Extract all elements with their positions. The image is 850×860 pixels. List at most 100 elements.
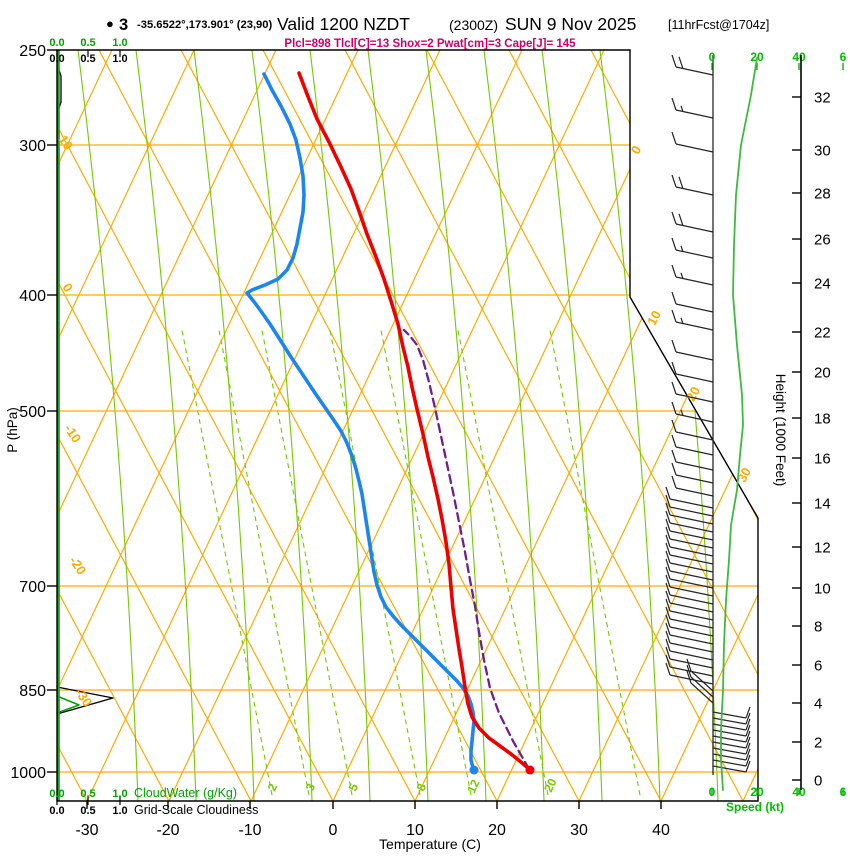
grid-line (665, 582, 671, 596)
grid-line (671, 211, 677, 225)
grid-line (669, 530, 714, 541)
pressure-tick-label: 500 (19, 404, 46, 421)
cloudiness-scale-top-2: 1.0 (112, 53, 127, 65)
grid-line (678, 56, 684, 69)
forecast-hour-label: [11hrFcst@1704z] (668, 18, 769, 32)
speed-tick-top: 40 (792, 50, 806, 64)
height-tick-label: 12 (814, 540, 831, 557)
wind-speed-profile (720, 57, 758, 791)
grid-line (669, 642, 714, 653)
height-tick-label: 8 (814, 619, 822, 636)
grid-line (712, 765, 747, 773)
grid-line (669, 650, 714, 661)
grid-line (712, 759, 747, 767)
height-tick-label: 2 (814, 735, 822, 752)
parcel-path (402, 328, 531, 771)
grid-line (712, 747, 747, 755)
grid-line (669, 634, 714, 645)
grid-line (675, 351, 714, 361)
grid-line (669, 658, 714, 669)
grid-line (678, 176, 684, 189)
mixing-ratio-label: 5 (346, 781, 362, 793)
grid-line (675, 446, 714, 456)
cloudwater-caption: CloudWater (g/Kg) (134, 786, 237, 800)
station-id: 3 (119, 16, 128, 34)
grid-line (665, 606, 671, 620)
grid-line (680, 272, 684, 279)
grid-line (665, 622, 671, 636)
grid-line (665, 598, 671, 612)
grid-line (675, 373, 714, 383)
grid-line (745, 718, 751, 731)
pressure-tick-label: 1000 (10, 765, 46, 782)
grid-line (332, 50, 687, 801)
wind-barbs (665, 54, 751, 773)
grid-line (675, 186, 714, 196)
height-axis-title: Height (1000 Feet) (773, 374, 788, 487)
temperature-tick-label: -30 (75, 822, 98, 839)
grid-line (414, 50, 758, 801)
cloudwater-scale-top-0: 0.0 (49, 37, 64, 49)
speed-tick-bottom: 0 (709, 785, 716, 799)
grid-line (680, 317, 684, 324)
grid-line (712, 711, 747, 719)
grid-line (712, 723, 747, 731)
grid-line (57, 50, 334, 801)
moist-adiabat (367, 50, 429, 801)
height-tick-label: 28 (814, 186, 831, 203)
grid-line (675, 109, 714, 119)
isotherm-label: 10 (644, 308, 664, 328)
grid-line (665, 638, 671, 652)
grid-line (690, 670, 714, 692)
cloudiness-scale-bot-1: 0.5 (80, 805, 95, 817)
grid-line (669, 538, 714, 549)
grid-line (671, 237, 677, 251)
grid-line (675, 223, 714, 233)
grid-line (675, 487, 714, 497)
grid-line (671, 291, 677, 305)
temperature-tick-label: -20 (156, 822, 179, 839)
grid-line (665, 558, 671, 572)
moist-adiabat (657, 50, 719, 801)
grid-line (671, 401, 677, 415)
height-tick-label: 0 (814, 773, 822, 790)
moist-adiabat (77, 50, 139, 801)
grid-line (669, 578, 714, 589)
moist-adiabat (135, 50, 197, 801)
station-marker-icon: ● (106, 16, 114, 31)
isotherm-label: 20 (683, 384, 703, 404)
grid-line (665, 566, 671, 580)
grid-line (57, 50, 195, 801)
cloudwater-scale-bot-2: 1.0 (112, 788, 127, 800)
grid-line (669, 514, 714, 525)
grid-line (669, 546, 714, 557)
mixing-ratio-label: 12 (464, 777, 482, 795)
grid-line (671, 361, 677, 375)
temperature-profile (297, 71, 530, 770)
grid-line (671, 434, 677, 448)
speed-tick-bottom: 20 (750, 785, 764, 799)
zulu-time-label: (2300Z) (449, 17, 498, 33)
grid-line (712, 753, 747, 761)
grid-line (745, 742, 751, 755)
grid-line (675, 143, 714, 153)
grid-line (665, 486, 671, 500)
cloudiness-caption: Grid-Scale Cloudiness (134, 803, 258, 817)
speed-tick-top: 0 (709, 50, 716, 64)
grid-line (671, 309, 677, 323)
grid-line (680, 409, 684, 416)
grid-line (669, 674, 714, 685)
grid-line (57, 50, 359, 801)
grid-line (675, 321, 714, 331)
grid-line (712, 717, 747, 725)
grid-line (712, 735, 747, 743)
grid-line (665, 534, 671, 548)
speed-tick-bottom: 6 (840, 785, 847, 799)
moist-adiabat (251, 50, 313, 801)
adiabat-label: 0 (59, 280, 75, 294)
cloudiness-scale-top-1: 0.5 (80, 53, 95, 65)
adiabat-label: -20 (66, 553, 89, 577)
grid-line (671, 264, 677, 278)
